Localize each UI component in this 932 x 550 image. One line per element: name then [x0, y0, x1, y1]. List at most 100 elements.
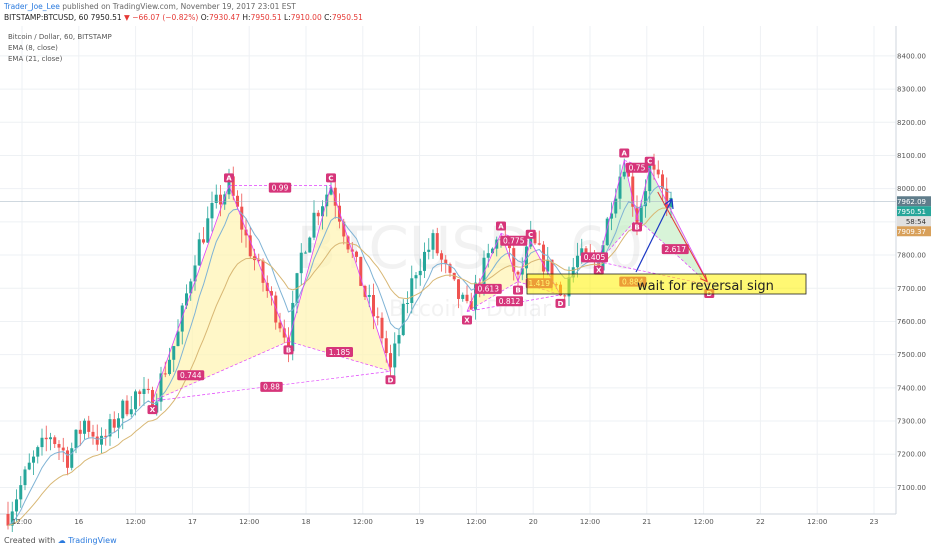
candle-body	[622, 171, 626, 177]
candle-body	[389, 353, 392, 368]
pattern-point-label: D	[558, 300, 564, 308]
candle-body	[146, 388, 150, 390]
ratio-badge	[268, 182, 292, 193]
candle-body	[265, 282, 269, 292]
candle-body	[469, 301, 473, 310]
candle-body	[231, 176, 235, 196]
time-axis[interactable]: 12:00 16 12:00 17 12:00 18 12:00 19 12:00 20 12:00…	[12, 518, 879, 526]
candle-body	[631, 176, 635, 207]
pattern-point-badge	[593, 265, 604, 275]
candle-body	[444, 259, 448, 265]
reversal-note: wait for reversal sign	[637, 279, 774, 294]
red-arrow-head-icon	[700, 274, 708, 283]
blue-arrow-head-icon	[663, 198, 674, 210]
price-label-badge	[897, 196, 931, 207]
candle-body	[214, 194, 218, 204]
candle-body	[134, 391, 137, 410]
candle-body	[418, 270, 422, 276]
candle-body	[661, 174, 664, 189]
candle-body	[112, 419, 116, 428]
candle-body	[384, 338, 388, 354]
price-tick-label: 7400.00	[897, 384, 926, 392]
candle-body	[172, 346, 176, 360]
pattern-point-label: X	[464, 316, 470, 324]
candle-body	[282, 328, 286, 338]
symbol-label: BITSTAMP:BTCUSD, 60	[4, 13, 89, 22]
pattern-point-badge	[513, 285, 523, 295]
candle-body	[257, 260, 261, 262]
candle-body	[19, 485, 23, 500]
time-tick-label: 12:00	[126, 518, 146, 526]
pattern-point-label: B	[515, 287, 520, 295]
candle-body	[83, 420, 86, 434]
candle-body	[78, 429, 82, 434]
candle-body	[10, 511, 14, 526]
price-tick-label: 8300.00	[897, 86, 926, 94]
candle-body	[380, 317, 384, 339]
author-link[interactable]: Trader_Joe_Lee	[4, 2, 60, 11]
candle-body	[95, 436, 99, 445]
ratio-label: 0.775	[503, 237, 525, 246]
time-tick-label: 12:00	[466, 518, 486, 526]
candle-body	[32, 456, 35, 463]
open-label: O:	[200, 13, 209, 22]
candle-body	[151, 389, 154, 413]
candle-body	[87, 420, 91, 432]
legend: Bitcoin / Dollar, 60, BITSTAMP EMA (8, c…	[8, 33, 112, 63]
price-tick-label: 7700.00	[897, 285, 926, 293]
candle-body	[355, 251, 358, 257]
candle-body	[91, 431, 95, 437]
pattern-triangle-bcd	[637, 168, 710, 285]
pattern-triangle-bcd	[288, 185, 391, 372]
price-axis[interactable]: 7100.00 7200.00 7300.00 7400.00 7500.00 7600.…	[897, 52, 926, 492]
candle-body	[206, 218, 210, 243]
created-with-text: Created with	[4, 536, 56, 545]
candle-body	[57, 444, 61, 448]
time-tick-label: 22	[756, 518, 765, 526]
candle-body	[316, 212, 320, 217]
price-label-text: 7950.51	[897, 208, 926, 216]
pattern-point-label: X	[150, 406, 156, 414]
candle-body	[491, 248, 494, 254]
candle-body	[223, 194, 227, 205]
candle-body	[261, 260, 265, 283]
publish-line: Trader_Joe_Lee published on TradingView.…	[4, 1, 296, 12]
close-label: C:	[324, 13, 332, 22]
candle-body	[401, 303, 405, 336]
price-labels: 7962.09 7950.51 58:54 7909.37	[897, 196, 931, 237]
candle-body	[329, 187, 333, 195]
price-label-badge	[897, 206, 931, 217]
candle-body	[248, 235, 252, 257]
candle-body	[129, 409, 133, 415]
ema-line-21	[7, 206, 672, 527]
ratio-label: 0.99	[272, 183, 289, 192]
ohlc-line: BITSTAMP:BTCUSD, 60 7950.51 ▼ −66.07 (−0…	[4, 12, 363, 23]
price-chart[interactable]: BTCUSD, 60 Bitcoin / Dollar XABCD0.990.7…	[0, 26, 932, 532]
candle-body	[308, 237, 312, 253]
ratio-label: 1.185	[329, 348, 351, 357]
candle-body	[512, 248, 516, 272]
candle-body	[372, 295, 375, 317]
candle-body	[61, 447, 65, 451]
price-tick-label: 7500.00	[897, 351, 926, 359]
candle-body	[605, 218, 609, 246]
tradingview-brand-link[interactable]: TradingView	[68, 536, 117, 545]
candle-body	[36, 447, 40, 457]
price-tick-label: 8000.00	[897, 185, 926, 193]
candle-body	[610, 213, 613, 219]
legend-ema-fast: EMA (8, close)	[8, 44, 58, 52]
pattern-point-label: A	[622, 149, 628, 157]
candle-body	[138, 391, 142, 394]
time-tick-label: 17	[188, 518, 197, 526]
time-tick-label: 18	[302, 518, 311, 526]
pattern-point-label: A	[498, 222, 504, 230]
candle-body	[393, 343, 397, 368]
published-text: published on TradingView.com, November 1…	[62, 2, 296, 11]
ratio-label: 0.405	[584, 253, 606, 262]
candle-body	[376, 316, 380, 318]
price-label-badge	[897, 216, 931, 227]
candle-body	[333, 187, 337, 206]
price-tick-label: 7600.00	[897, 318, 926, 326]
candle-body	[406, 302, 409, 304]
candle-body	[516, 271, 520, 275]
